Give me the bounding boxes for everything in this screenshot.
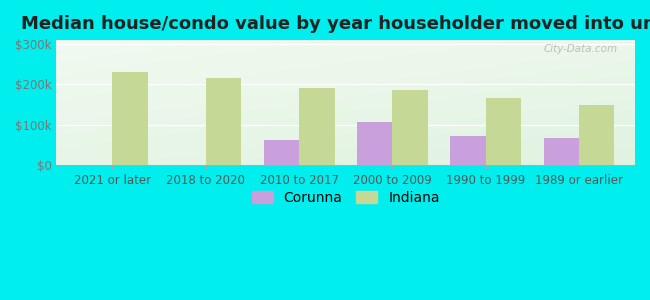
Bar (112, 71, 148, 165)
Bar (543, 137, 579, 165)
Legend: Corunna, Indiana: Corunna, Indiana (246, 185, 445, 210)
Bar (299, 88, 335, 165)
Title: Median house/condo value by year householder moved into unit: Median house/condo value by year househo… (21, 15, 650, 33)
Bar (357, 122, 393, 165)
Text: City-Data.com: City-Data.com (543, 44, 618, 54)
Bar (486, 98, 521, 165)
Bar (206, 78, 241, 165)
Bar (450, 136, 486, 165)
Bar (579, 105, 614, 165)
Bar (393, 90, 428, 165)
Bar (264, 140, 299, 165)
